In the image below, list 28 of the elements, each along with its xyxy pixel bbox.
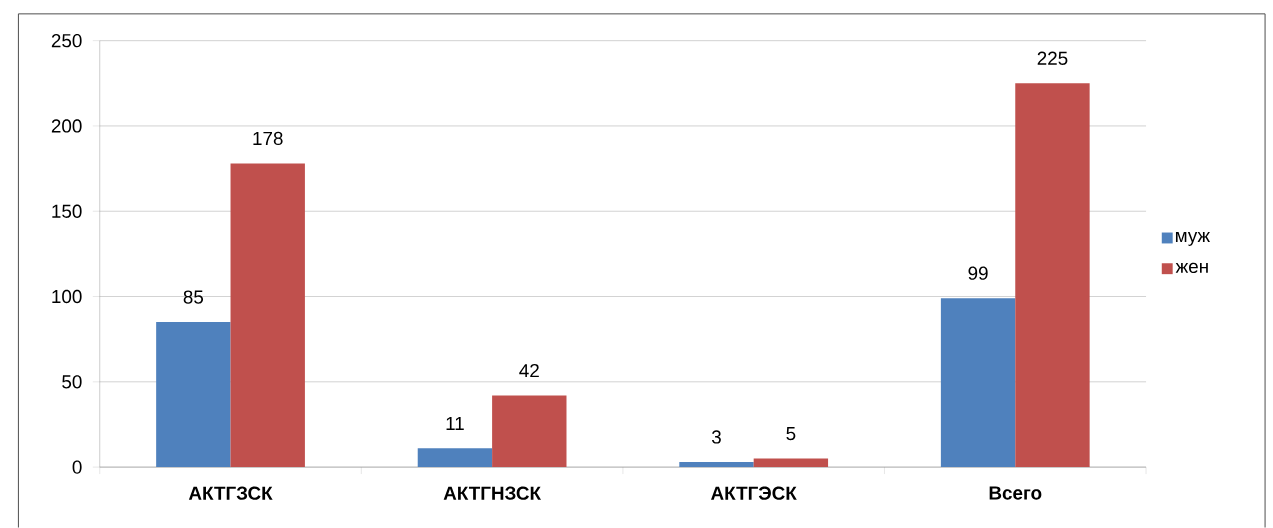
legend-label: жен (1175, 262, 1208, 274)
y-tick-label: 50 (62, 375, 82, 389)
bar (417, 448, 493, 468)
data-label: 178 (253, 131, 283, 146)
y-tick-label: 0 (72, 460, 82, 474)
data-label: 42 (519, 364, 539, 378)
bar (492, 395, 567, 468)
data-label: 5 (786, 427, 796, 441)
data-label: 225 (1037, 51, 1068, 66)
data-label: 3 (711, 430, 721, 444)
y-tick-label: 100 (52, 290, 82, 304)
bar (679, 462, 754, 468)
bar (940, 298, 1016, 468)
data-label: 11 (446, 417, 464, 431)
y-tick-label: 250 (51, 34, 82, 48)
data-label: 85 (183, 290, 204, 304)
x-tick-label: АКТГНЗСК (443, 486, 542, 501)
legend-label: муж (1175, 232, 1210, 247)
data-label: 99 (968, 266, 988, 281)
y-tick-label: 200 (51, 119, 82, 133)
x-tick-label: АКТГЭСК (711, 486, 797, 501)
bar (230, 163, 305, 468)
x-tick-label: Всего (989, 486, 1042, 500)
bar (156, 322, 231, 468)
bar (1015, 83, 1090, 468)
y-tick-label: 150 (52, 204, 82, 219)
x-tick-label: АКТГЗСК (188, 486, 273, 501)
bar (753, 458, 829, 468)
